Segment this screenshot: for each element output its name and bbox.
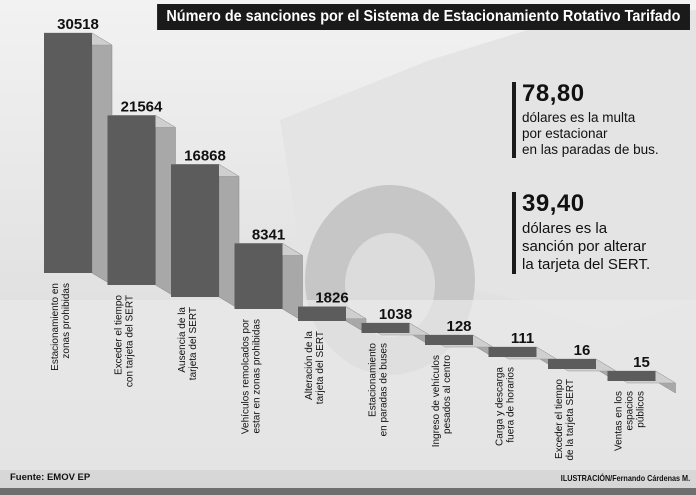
source-note: Fuente: EMOV EP [10,472,91,483]
category-label-line: Vehículos remolcados por [241,318,252,434]
callout-line: dólares es la [522,220,608,237]
value-label: 30518 [57,16,99,33]
bar [488,347,537,357]
bottom-bar [0,488,696,495]
category-label-line: Estacionamiento [368,343,379,417]
category-label-line: Exceder el tiempo [554,379,565,459]
bar [298,306,346,321]
bar [234,243,283,309]
callout-bus-stop-fine: 78,80 dólares es la multa por estacionar… [512,82,696,158]
category-label-line: públicos [636,391,647,428]
callout-value: 78,80 [522,80,585,107]
callout-line: por estacionar [522,126,608,141]
category-label: Exceder el tiempo con tarjeta del SERT [114,295,136,388]
category-label: Carga y descarga fuera de horarios [495,367,517,446]
callout-text: dólares es la multa por estacionar en la… [522,110,696,158]
callout-line: sanción por alterar [522,238,647,255]
category-label-line: de la tarjeta SERT [565,379,576,461]
value-label: 8341 [252,226,285,243]
bar [44,33,92,273]
callout-line: la tarjeta del SERT. [522,256,651,273]
bar [548,359,596,369]
value-label: 15 [633,354,650,371]
category-label: Alteración de la tarjeta del SERT [304,331,326,405]
value-label: 21564 [121,98,163,115]
category-label: Ausencia de la tarjeta del SERT [177,307,199,381]
category-label-line: con tarjeta del SERT [125,295,136,387]
bar [107,115,156,286]
value-label: 128 [446,318,471,335]
category-label: Vehículos remolcados por estar en zonas p… [241,318,263,434]
callout-line: en las paradas de bus. [522,142,659,157]
category-label-line: en paradas de buses [379,343,390,436]
callout-value: 39,40 [522,190,585,217]
category-label-line: estar en zonas prohibidas [252,319,263,434]
category-label-line: Alteración de la [304,331,315,400]
category-label-line: fuera de horarios [506,367,517,443]
category-label-line: tarjeta del SERT [188,307,199,380]
category-label: Ventas en los espacios públicos [614,391,647,451]
bar [425,335,473,345]
callout-line: dólares es la multa [522,110,636,125]
chart-title: Número de sanciones por el Sistema de Es… [157,4,690,30]
value-label: 1038 [379,306,412,323]
category-label-line: Ventas en los [614,391,625,451]
category-label-line: Ingreso de vehículos [431,355,442,447]
value-label: 16 [574,342,591,359]
road [0,300,696,470]
category-label: Exceder el tiempo de la tarjeta SERT [554,379,576,461]
value-label: 111 [511,330,534,347]
category-label-line: pesados al centro [442,355,453,434]
category-label-line: Carga y descarga [495,367,506,446]
category-label-line: Exceder el tiempo [114,295,125,375]
illustration-credit: ILUSTRACIÓN/Fernando Cárdenas M. [560,473,690,483]
category-label-line: tarjeta del SERT [315,331,326,404]
category-label: Estacionamiento en paradas de buses [368,343,390,437]
category-label: Ingreso de vehículos pesados al centro [431,355,453,448]
callout-card-alteration-fine: 39,40 dólares es la sanción por alterar … [512,192,696,274]
category-label-line: Estacionamiento en [50,283,61,371]
value-label: 16868 [184,147,226,164]
callout-text: dólares es la sanción por alterar la tar… [522,220,696,274]
bar [171,164,219,297]
category-label-line: espacios [625,391,636,430]
category-label: Estacionamiento en zonas prohibidas [50,283,72,371]
bar [607,371,656,381]
bar [361,323,410,333]
category-label-line: Ausencia de la [177,307,188,373]
category-label-line: zonas prohibidas [61,283,72,359]
value-label: 1826 [315,290,348,307]
